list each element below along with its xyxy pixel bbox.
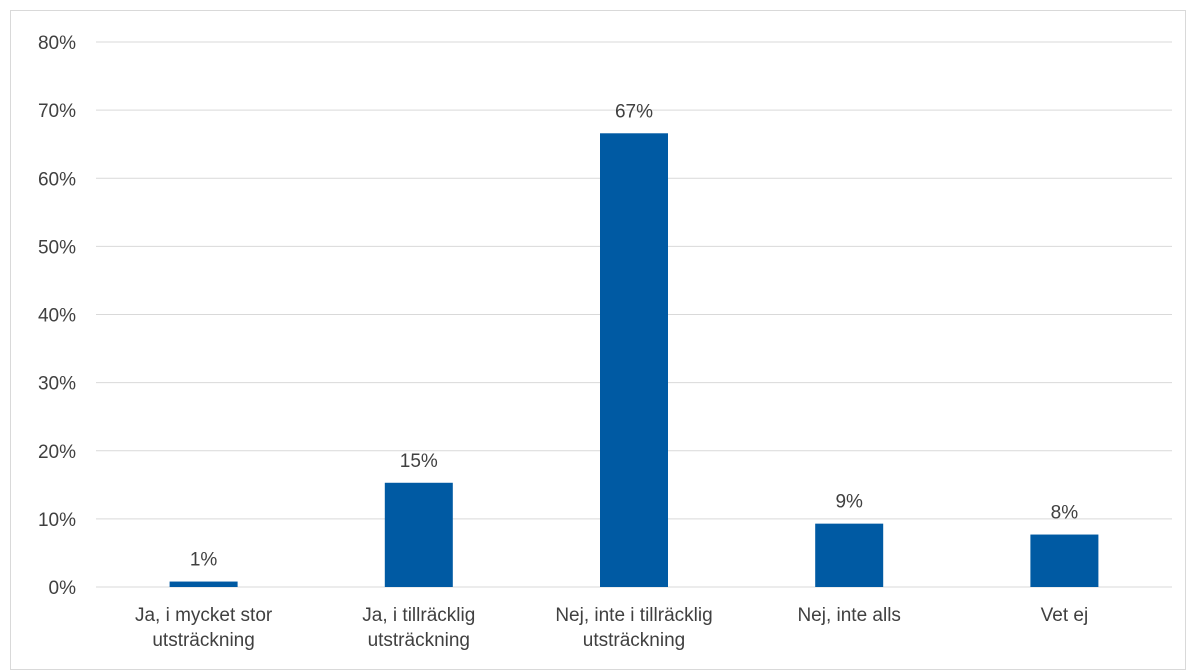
x-category-label: Ja, i tillräcklig	[362, 605, 475, 626]
x-category-label: utsträckning	[583, 630, 685, 651]
data-label: 9%	[835, 492, 863, 513]
bar	[384, 482, 453, 587]
bar	[169, 581, 238, 587]
x-category-label: Ja, i mycket stor	[135, 605, 273, 626]
data-label: 8%	[1051, 503, 1079, 524]
y-tick-label: 10%	[38, 510, 76, 531]
bar	[1030, 534, 1099, 587]
data-label: 1%	[190, 550, 218, 571]
chart-frame	[10, 10, 1186, 670]
x-category-label: utsträckning	[368, 630, 470, 651]
y-tick-label: 80%	[38, 33, 76, 54]
y-tick-label: 60%	[38, 169, 76, 190]
x-axis-categories: Ja, i mycket stor utsträckning Ja, i tillr…	[135, 605, 1088, 651]
bar	[815, 523, 884, 587]
bar	[600, 133, 668, 587]
data-label: 15%	[400, 451, 438, 472]
y-axis-ticks: 0% 10% 20% 30% 40% 50% 60% 70% 80%	[38, 33, 76, 599]
y-tick-label: 0%	[49, 578, 77, 599]
x-category-label: Vet ej	[1041, 605, 1089, 626]
y-tick-label: 70%	[38, 101, 76, 122]
data-label: 67%	[615, 101, 653, 122]
y-tick-label: 30%	[38, 374, 76, 395]
data-labels: 1% 15% 67% 9% 8%	[190, 101, 1078, 570]
x-category-label: Nej, inte i tillräcklig	[555, 605, 712, 626]
y-tick-label: 20%	[38, 442, 76, 463]
x-category-label: Nej, inte alls	[797, 605, 901, 626]
y-tick-label: 50%	[38, 237, 76, 258]
y-tick-label: 40%	[38, 306, 76, 327]
bars	[169, 133, 1099, 587]
x-category-label: utsträckning	[152, 630, 254, 651]
